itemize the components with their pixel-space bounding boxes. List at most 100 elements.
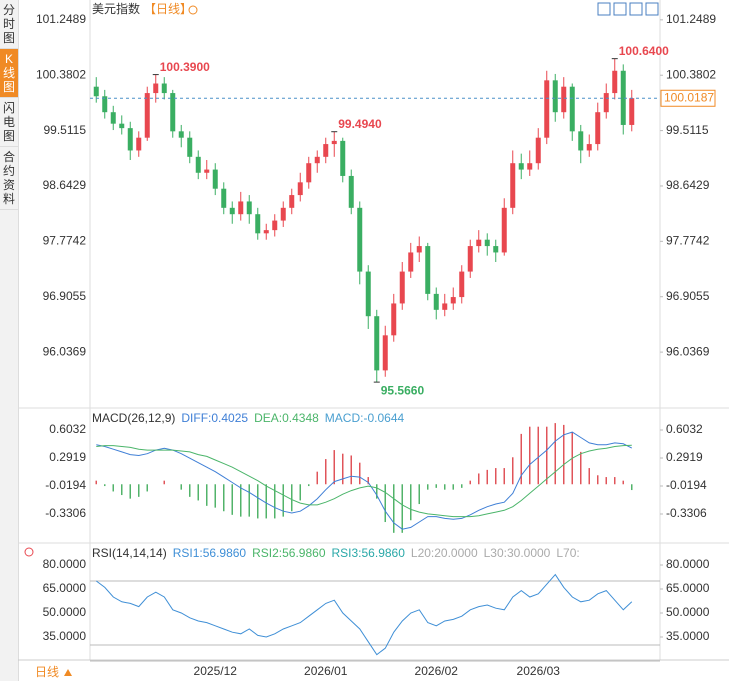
y-tick-label: 0.6032 (666, 422, 703, 436)
candle-body (416, 246, 422, 253)
settings-icon[interactable] (24, 547, 34, 557)
candle-body (187, 137, 193, 157)
legend-item: RSI3:56.9860 (332, 546, 406, 560)
x-tick-label: 2026/01 (304, 664, 348, 678)
candle-body (127, 128, 133, 151)
add-icon[interactable] (188, 5, 198, 15)
candle-body (323, 144, 329, 157)
sidebar-tab[interactable]: K线图 (0, 49, 18, 98)
macd-line (96, 444, 632, 518)
y-tick-label: 99.5115 (44, 123, 87, 137)
legend-item: DEA:0.4348 (254, 411, 319, 425)
candle-body (306, 163, 312, 183)
candle-body (280, 207, 286, 221)
y-tick-label: 100.3802 (666, 67, 716, 81)
candle-body (433, 293, 439, 310)
toolbar-icons[interactable] (597, 2, 659, 16)
candle-body (289, 195, 295, 208)
y-tick-label: 0.6032 (49, 422, 86, 436)
candle-body (153, 83, 159, 94)
candle-body (535, 137, 541, 164)
y-tick-label: 97.7742 (43, 234, 87, 248)
legend-item: RSI1:56.9860 (173, 546, 247, 560)
legend-item: RSI2:56.9860 (252, 546, 326, 560)
candle-body (340, 140, 346, 176)
candle-body (229, 207, 235, 215)
candle-body (629, 98, 635, 125)
y-tick-label: 98.6429 (43, 178, 87, 192)
candle-body (425, 246, 431, 294)
y-tick-label: 65.0000 (43, 581, 87, 595)
candle-body (357, 207, 363, 272)
candle-body (552, 80, 558, 113)
icon[interactable] (629, 2, 643, 16)
sidebar: 分时图 K线图 闪电图 合约资料 (0, 0, 19, 681)
candle-body (161, 83, 167, 94)
legend-title: RSI(14,14,14) (92, 546, 167, 560)
candle-body (246, 201, 252, 215)
candle-body (459, 271, 465, 298)
candle-body (476, 239, 482, 247)
legend: MACD(26,12,9) DIFF:0.4025 DEA:0.4348 MACD:-… (92, 411, 404, 425)
y-tick-label: 96.0369 (43, 344, 87, 358)
current-price-box (660, 89, 716, 107)
candle-body (544, 80, 550, 138)
annotation: 95.5660 (381, 383, 425, 397)
y-tick-label: 96.9055 (43, 289, 87, 303)
icon[interactable] (597, 2, 611, 16)
y-tick-label: -0.0194 (45, 478, 86, 492)
candle-body (195, 156, 201, 173)
y-tick-label: 97.7742 (666, 234, 710, 248)
macd-line (96, 431, 633, 530)
y-tick-label: 50.0000 (43, 605, 87, 619)
legend-item: L70: (556, 546, 579, 560)
y-tick-label: 100.3802 (36, 67, 86, 81)
candle-body (518, 163, 524, 170)
period-arrow[interactable] (64, 669, 72, 676)
y-tick-label: 80.0000 (666, 557, 710, 571)
period-label: 日线 (35, 665, 59, 679)
candle-body (170, 93, 176, 132)
candle-body (365, 271, 371, 317)
y-tick-label: -0.3306 (666, 506, 707, 520)
candle-body (314, 156, 320, 164)
candle-body (119, 123, 125, 129)
current-price-label: 100.0187 (664, 90, 714, 104)
sidebar-tab[interactable]: 合约资料 (0, 147, 18, 210)
candle-body (272, 220, 278, 231)
y-tick-label: 96.0369 (666, 344, 710, 358)
chart-subtitle: 【日线】 (144, 2, 192, 16)
annotation: 100.3900 (160, 60, 210, 74)
y-tick-label: 65.0000 (666, 581, 710, 595)
candle-body (221, 188, 227, 208)
legend-item: L30:30.0000 (484, 546, 551, 560)
candle-body (510, 163, 516, 208)
y-tick-label: 98.6429 (666, 178, 710, 192)
candle-body (595, 112, 601, 145)
candle-body (297, 182, 303, 196)
candle-body (374, 316, 380, 371)
y-tick-label: -0.3306 (45, 506, 86, 520)
candle-body (578, 131, 584, 151)
candle-body (331, 140, 337, 145)
y-tick-label: 35.0000 (43, 629, 87, 643)
legend: RSI(14,14,14) RSI1:56.9860 RSI2:56.9860 RSI… (92, 546, 580, 560)
candle-body (348, 175, 354, 208)
legend-item: L20:20.0000 (411, 546, 478, 560)
sidebar-tab[interactable]: 分时图 (0, 0, 18, 49)
candle-body (493, 246, 499, 253)
icon[interactable] (613, 2, 627, 16)
y-tick-label: 80.0000 (43, 557, 87, 571)
candle-body (561, 86, 567, 113)
candle-body (586, 144, 592, 151)
icon[interactable] (645, 2, 659, 16)
sidebar-tab[interactable]: 闪电图 (0, 98, 18, 147)
candle-body (102, 96, 108, 113)
legend-title: MACD(26,12,9) (92, 411, 175, 425)
legend-item: MACD:-0.0644 (325, 411, 405, 425)
candle-body (467, 246, 473, 272)
candle-body (484, 239, 490, 247)
candle-body (238, 201, 244, 215)
